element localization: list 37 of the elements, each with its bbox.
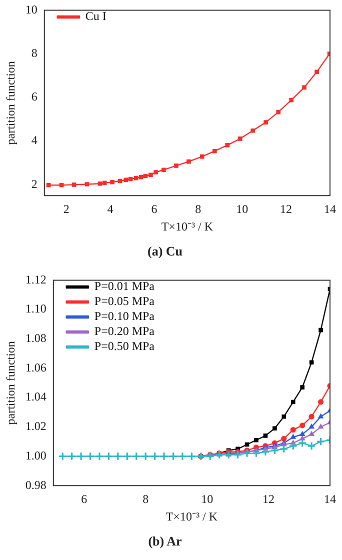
- legend-label: P=0.10 MPa: [94, 309, 156, 324]
- x-tick-label: 12: [262, 492, 275, 506]
- legend-label: P=0.20 MPa: [94, 324, 156, 338]
- x-tick-label: 10: [236, 202, 248, 216]
- y-tick-label: 1.04: [25, 390, 46, 404]
- y-axis-title: partition function: [3, 61, 18, 145]
- text: (b) Ar: [148, 534, 182, 549]
- y-tick-label: 1.08: [25, 331, 46, 346]
- y-tick-label: 10: [25, 2, 38, 16]
- x-tick-label: 14: [324, 202, 336, 216]
- y-tick-label: 4: [31, 133, 38, 148]
- x-tick-label: 8: [142, 492, 149, 506]
- y-tick-label: 1.00: [25, 448, 46, 462]
- x-axis-title: T×10⁻³ / K: [166, 509, 218, 524]
- legend-label: P=0.05 MPa: [94, 294, 156, 308]
- x-axis-title: T×10⁻³ / K: [161, 219, 214, 234]
- x-tick-label: 6: [81, 492, 88, 506]
- y-tick-label: 0.98: [25, 478, 46, 492]
- x-tick-label: 14: [324, 492, 336, 506]
- x-tick-label: 6: [151, 202, 158, 216]
- y-axis-title: partition function: [3, 341, 18, 425]
- y-tick-label: 1.06: [25, 360, 46, 374]
- y-tick-label: 1.12: [25, 272, 46, 286]
- y-tick-label: 1.02: [25, 419, 46, 434]
- x-tick-label: 4: [107, 202, 114, 216]
- legend-label: P=0.01 MPa: [94, 279, 156, 294]
- legend-label: P=0.50 MPa: [94, 339, 156, 354]
- y-tick-label: 8: [31, 46, 38, 60]
- y-tick-label: 2: [31, 176, 38, 191]
- x-tick-label: 10: [201, 492, 214, 506]
- x-tick-label: 2: [63, 202, 70, 216]
- x-tick-label: 8: [195, 202, 202, 216]
- text: (a) Cu: [147, 244, 183, 259]
- y-tick-label: 6: [31, 90, 38, 104]
- y-tick-label: 1.10: [25, 302, 46, 316]
- legend-label: Cu I: [85, 9, 106, 24]
- x-tick-label: 12: [280, 202, 292, 216]
